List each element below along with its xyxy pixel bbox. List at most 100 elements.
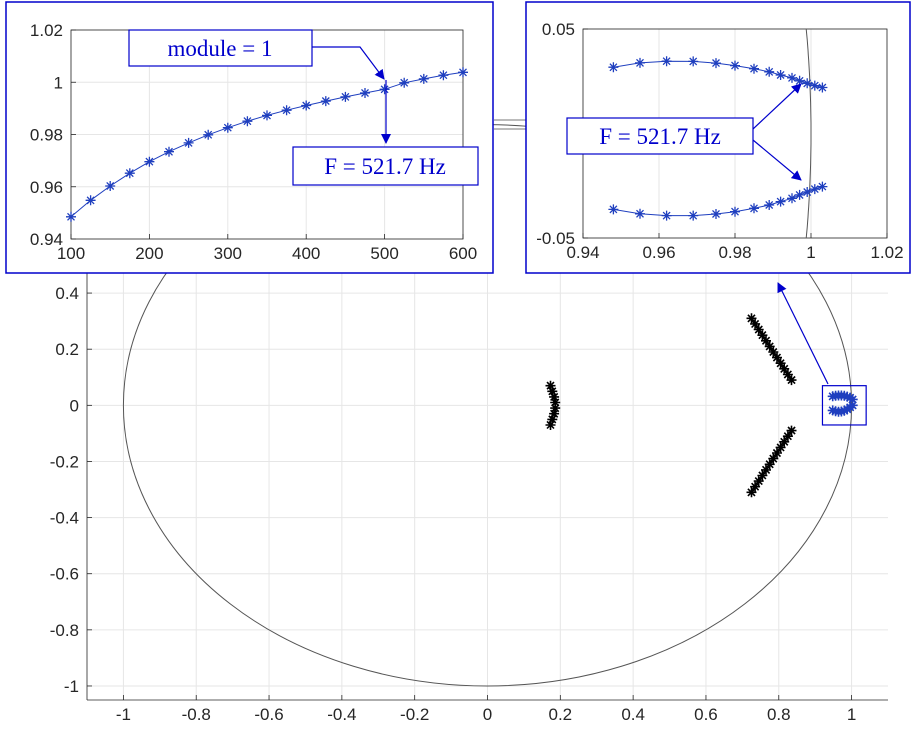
zoom-box	[821, 385, 867, 426]
inset-zoom-series-0-point	[809, 80, 820, 91]
inset-zoom-series-0-point	[794, 75, 805, 86]
main-series-2-point	[772, 448, 782, 458]
inset-zoom-series-1-point	[764, 200, 775, 210]
main-chart: -1 -0.8 -0.6 -0.4 -0.2 0 0.2 0.4 0.6 0.8 1 -1 -0.8 -0…	[50, 124, 888, 724]
inset-zoom-series-0-point	[802, 78, 813, 89]
inset_magnitude-x-tick-label: 500	[370, 244, 398, 263]
main-series-1-point	[746, 313, 757, 324]
main-x-tick-label: -1	[116, 705, 131, 724]
main-series-2-point	[746, 487, 757, 498]
main-x-tick-label: 0	[483, 705, 492, 724]
inset-magnitude-point	[458, 67, 468, 78]
inset-magnitude-point	[66, 211, 76, 222]
freq-right-annotation: F = 521.7 Hz	[599, 124, 721, 149]
inset_zoom-x-tick-label: 1	[806, 243, 815, 262]
inset-zoom-series-0-point	[764, 66, 775, 77]
annotations: module = 1 F = 521.7 Hz F = 521.7 Hz	[128, 29, 802, 186]
inset-zoom-series-0-point	[775, 70, 786, 80]
inset-magnitude-point	[164, 146, 174, 157]
main-x-tick-label: -0.2	[400, 705, 429, 724]
inset-magnitude-point	[399, 77, 410, 88]
main-x-tick-label: 0.8	[767, 705, 791, 724]
inset-magnitude-point	[262, 110, 272, 121]
inset-magnitude-point	[360, 88, 370, 98]
inset-magnitude-point	[144, 156, 155, 167]
freq-right-annotation-box	[566, 117, 754, 155]
inset-magnitude-point	[85, 195, 96, 206]
main-y-tick-label: -0.6	[50, 565, 79, 584]
main-y-tick-label: -1	[64, 677, 79, 696]
inset-zoom-series-1-point	[608, 204, 619, 215]
main-series-0-point	[550, 397, 561, 408]
main-x-tick-label: 0.4	[621, 705, 645, 724]
main-series-2-point	[775, 442, 786, 453]
inset-zoom-series-0-point	[688, 56, 699, 67]
main-series-3-point	[839, 405, 850, 416]
inset_magnitude-y-tick-label: 1.02	[30, 21, 63, 40]
freq-left-annotation: F = 521.7 Hz	[324, 154, 446, 179]
main-y-tick-label: -0.4	[50, 509, 79, 528]
main-series-2-point	[764, 459, 775, 470]
main-series-0-point	[547, 414, 558, 425]
main-series-2-point	[786, 425, 797, 436]
main-series-3-point	[839, 390, 850, 401]
main-series-2-point	[768, 453, 779, 464]
main-y-tick-label: 0	[70, 396, 79, 415]
main-series-0-point	[545, 380, 556, 391]
inset-zoom-series-0-point	[635, 57, 645, 68]
inset-zoom-series-0-point	[817, 82, 828, 93]
main-series-0-point	[547, 386, 558, 397]
inset-magnitude-point	[281, 105, 292, 116]
inset-zoom-series-1-point	[635, 208, 645, 219]
main-x-tick-label: 0.6	[694, 705, 718, 724]
inset_zoom-y-tick-label: -0.05	[536, 229, 575, 248]
freq-right-arrow-down	[752, 139, 802, 181]
main-series-2-point	[761, 464, 771, 475]
main-x-tick-label: -0.4	[327, 705, 356, 724]
main-y-tick-label: 0.4	[55, 284, 79, 303]
inset-magnitude-point	[438, 70, 449, 81]
inset-zoom-series-1-point	[661, 210, 672, 221]
inset_zoom-x-tick-label: 0.98	[718, 243, 751, 262]
main-series-2-point	[753, 476, 764, 487]
inset_magnitude-y-tick-label: 0.94	[30, 230, 63, 249]
main-series-3-point	[847, 394, 858, 405]
inset-zoom-series-1-point	[817, 181, 828, 192]
main-series-1-point	[768, 347, 779, 357]
inset-magnitude-point	[301, 100, 312, 111]
inset-zoom-series-0-point	[661, 56, 672, 67]
inset_magnitude-x-tick-label: 400	[292, 244, 320, 263]
inset-zoom-series-1-point	[749, 203, 759, 214]
inset-zoom-series-1-point	[802, 187, 813, 197]
connector-lines	[494, 119, 829, 385]
inset-zoom-series-0-point	[787, 72, 797, 83]
main-series-1-point	[779, 363, 790, 374]
main-series-2-point	[779, 436, 790, 447]
module-annotation: module = 1	[168, 36, 273, 61]
inset-zoom-series-1-point	[787, 193, 797, 204]
main-series-3-point	[827, 405, 838, 416]
inset-magnitude-point	[222, 122, 233, 133]
main-series-3-point	[847, 400, 858, 411]
inset-zoom-series-1-point	[711, 209, 721, 219]
main-series-2-point	[757, 470, 768, 481]
inset-zoom-series-0-point	[608, 62, 619, 73]
main-series-1-point	[772, 352, 782, 363]
main-series-1-point	[757, 330, 768, 341]
main-series-3-point	[842, 391, 853, 402]
inset-magnitude-point	[418, 73, 429, 84]
main-series-1-point	[782, 369, 793, 380]
main-y-tick-label: 0.2	[55, 340, 79, 359]
freq-left-annotation-box	[292, 146, 479, 186]
inset-zoom-series-1-point	[809, 184, 820, 195]
inset-zoom-series-0-point	[730, 60, 740, 71]
inset_magnitude-y-tick-label: 0.96	[30, 178, 63, 197]
module-annotation-box	[128, 29, 313, 67]
inset-magnitude-point	[105, 181, 116, 191]
inset-magnitude-point	[203, 129, 214, 140]
zoom-arrow	[777, 282, 829, 385]
main-series-1-point	[786, 375, 797, 386]
inset-zoom-series-1-point	[730, 206, 740, 217]
main-x-tick-label: 0.2	[548, 705, 572, 724]
